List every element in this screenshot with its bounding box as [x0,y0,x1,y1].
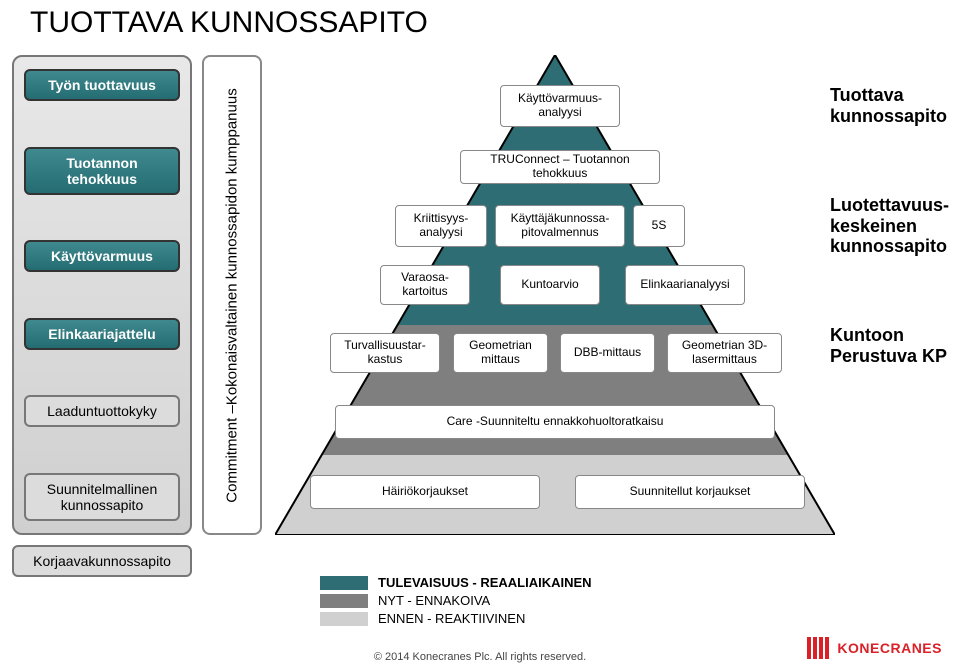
box-truconnect: TRUConnect – Tuotannon tehokkuus [460,150,660,184]
box-suunnitellut: Suunnitellut korjaukset [575,475,805,509]
box-5s: 5S [633,205,685,247]
box-dbb: DBB-mittaus [560,333,655,373]
box-care: Care -Suunniteltu ennakkohuoltoratkaisu [335,405,775,439]
ladder-outside: Korjaavakunnossapito [12,545,192,577]
swatch-before [320,612,368,626]
ladder-item-1: Työn tuottavuus [24,69,180,101]
right-label-1: Tuottava kunnossapito [830,85,960,126]
box-kayttaja: Käyttäjäkunnossa- pitovalmennus [495,205,625,247]
right-label-2: Luotettavuus- keskeinen kunnossapito [830,195,960,257]
box-kayttovarmuus: Käyttövarmuus- analyysi [500,85,620,127]
legend-row-3: ENNEN - REAKTIIVINEN [320,611,592,626]
swatch-now [320,594,368,608]
box-kriittisyys: Kriittisyys- analyysi [395,205,487,247]
pyramid: Käyttövarmuus- analyysi TRUConnect – Tuo… [275,55,835,535]
box-kuntoarvio: Kuntoarvio [500,265,600,305]
box-turvallisuus: Turvallisuustar- kastus [330,333,440,373]
ladder-item-6: Suunnitelmallinen kunnossapito [24,473,180,521]
brand-text: KONECRANES [837,640,942,656]
legend-text-3: ENNEN - REAKTIIVINEN [378,611,525,626]
box-elinkaari: Elinkaarianalyysi [625,265,745,305]
legend-row-2: NYT - ENNAKOIVA [320,593,592,608]
ladder-item-3: Käyttövarmuus [24,240,180,272]
vertical-column: Commitment –Kokonaisvaltainen kunnossapi… [202,55,262,535]
ladder-item-2: Tuotannon tehokkuus [24,147,180,195]
box-3dlaser: Geometrian 3D-lasermittaus [667,333,782,373]
vertical-label: Commitment –Kokonaisvaltainen kunnossapi… [224,88,241,502]
ladder-item-4: Elinkaariajattelu [24,318,180,350]
legend-text-2: NYT - ENNAKOIVA [378,593,490,608]
page-title: TUOTTAVA KUNNOSSAPITO [30,6,428,40]
brand-logo: KONECRANES [807,637,942,659]
box-geometrian: Geometrian mittaus [453,333,548,373]
box-varaosa: Varaosa- kartoitus [380,265,470,305]
box-hairio: Häiriökorjaukset [310,475,540,509]
legend-row-1: TULEVAISUUS - REAALIAIKAINEN [320,575,592,590]
swatch-future [320,576,368,590]
legend: TULEVAISUUS - REAALIAIKAINEN NYT - ENNAK… [320,575,592,629]
legend-text-1: TULEVAISUUS - REAALIAIKAINEN [378,575,592,590]
right-label-3: Kuntoon Perustuva KP [830,325,960,366]
ladder-panel: Työn tuottavuus Tuotannon tehokkuus Käyt… [12,55,192,535]
ladder-item-5: Laaduntuottokyky [24,395,180,427]
